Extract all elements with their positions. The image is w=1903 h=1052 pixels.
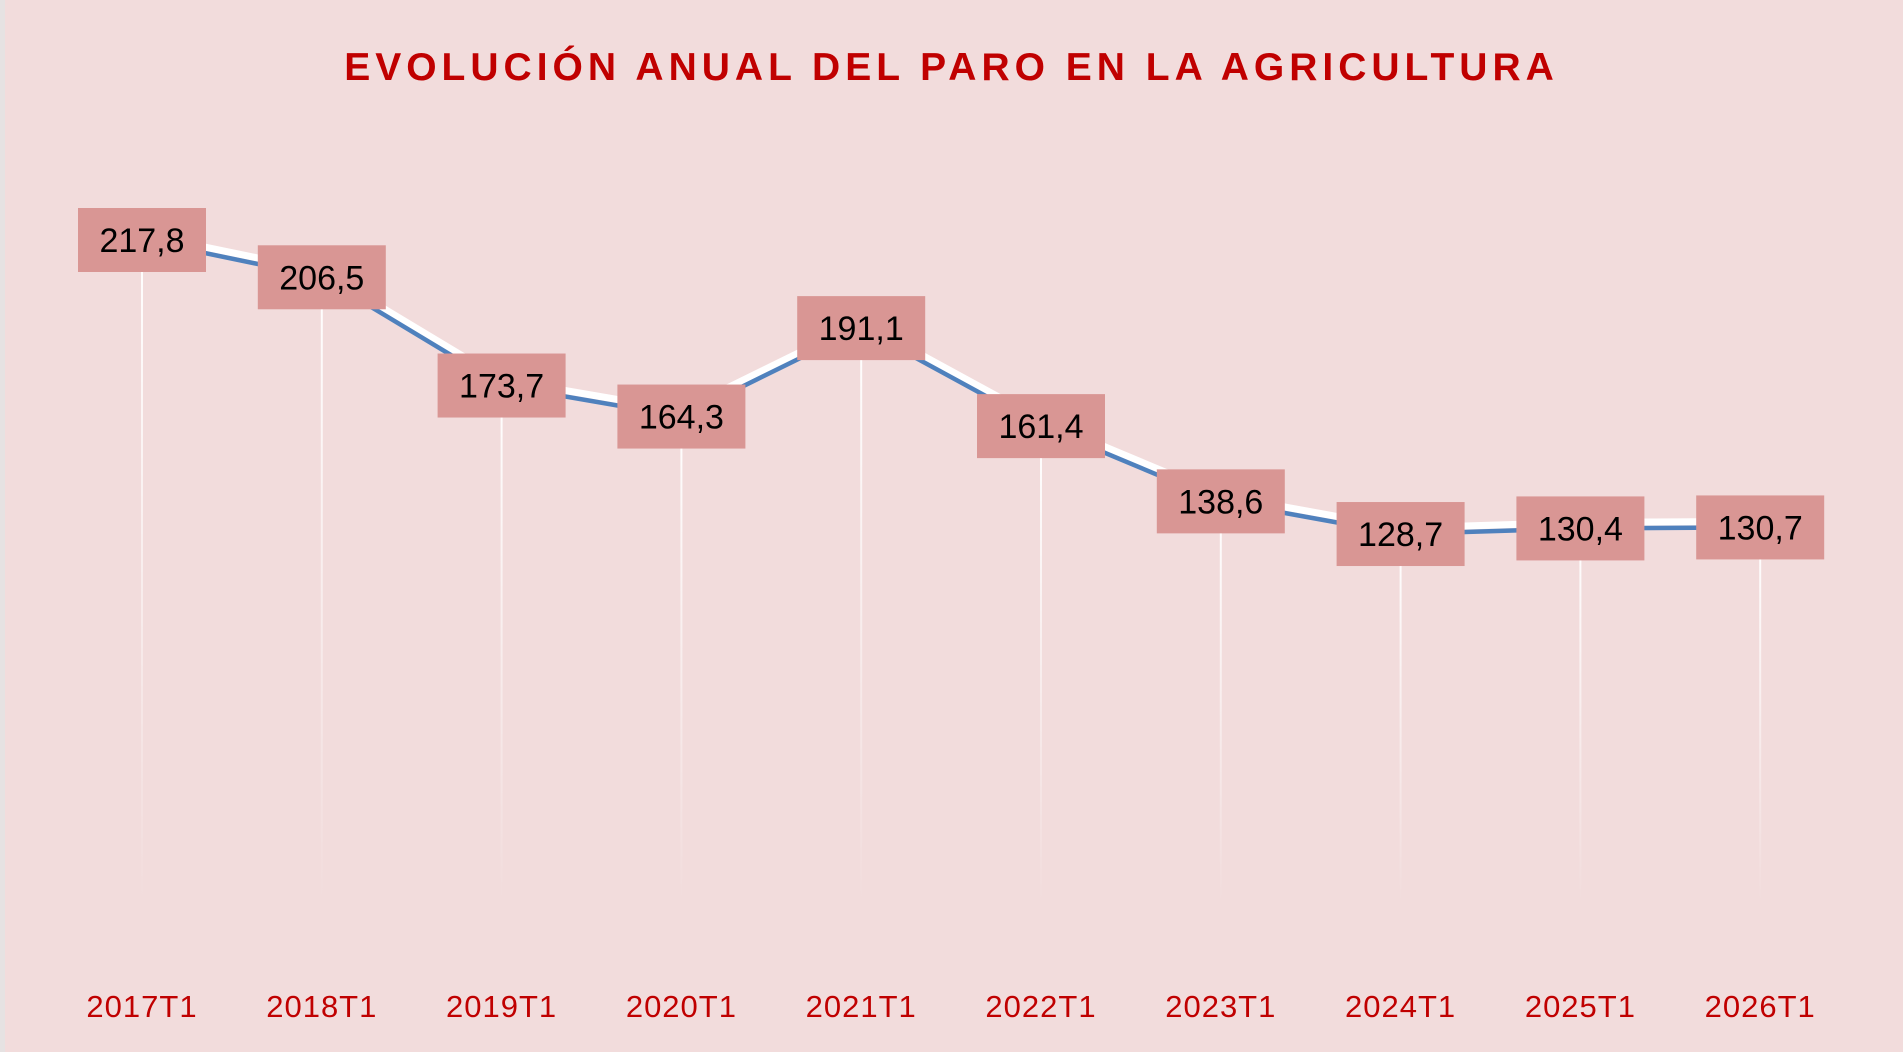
data-label-box bbox=[617, 384, 746, 449]
x-tick-label: 2019T1 bbox=[446, 989, 557, 1024]
series-line bbox=[141, 237, 1761, 537]
drop-line bbox=[1759, 527, 1762, 905]
x-tick-label: 2023T1 bbox=[1165, 989, 1276, 1024]
drop-line bbox=[141, 240, 143, 905]
data-label: 217,8 bbox=[99, 222, 184, 260]
data-label: 164,3 bbox=[639, 399, 724, 437]
data-label: 138,6 bbox=[1178, 483, 1263, 521]
data-label-box bbox=[257, 245, 386, 310]
data-label-box bbox=[437, 353, 566, 418]
x-tick-label: 2021T1 bbox=[806, 989, 917, 1024]
data-label: 130,4 bbox=[1538, 510, 1623, 548]
x-tick-label: 2026T1 bbox=[1705, 989, 1816, 1024]
data-label-box bbox=[1336, 502, 1465, 567]
data-label: 128,7 bbox=[1358, 516, 1443, 554]
drop-line bbox=[1040, 426, 1042, 905]
x-tick-label: 2020T1 bbox=[626, 989, 737, 1024]
drop-line bbox=[320, 277, 323, 905]
data-label: 173,7 bbox=[459, 368, 544, 406]
drop-line bbox=[1579, 528, 1582, 905]
data-label: 206,5 bbox=[279, 259, 364, 297]
x-tick-label: 2018T1 bbox=[266, 989, 377, 1024]
data-label: 191,1 bbox=[819, 310, 904, 348]
drop-line bbox=[1219, 501, 1222, 905]
data-label: 161,4 bbox=[998, 408, 1083, 446]
data-label: 130,7 bbox=[1718, 509, 1803, 547]
data-label-box bbox=[1516, 496, 1645, 561]
x-tick-label: 2022T1 bbox=[985, 989, 1096, 1024]
data-label-box bbox=[1696, 495, 1825, 560]
data-label-box bbox=[1156, 469, 1285, 534]
data-label-box bbox=[797, 296, 926, 361]
x-tick-label: 2017T1 bbox=[86, 989, 197, 1024]
x-tick-label: 2025T1 bbox=[1525, 989, 1636, 1024]
data-label-box bbox=[977, 394, 1105, 459]
data-label-box bbox=[78, 208, 206, 272]
drop-line bbox=[680, 416, 683, 905]
x-tick-label: 2024T1 bbox=[1345, 989, 1456, 1024]
drop-line bbox=[860, 328, 863, 905]
drop-line bbox=[1399, 534, 1402, 905]
drop-line bbox=[500, 385, 503, 905]
chart-title: EVOLUCIÓN ANUAL DEL PARO EN LA AGRICULTU… bbox=[344, 46, 1559, 89]
series-line-shadow bbox=[141, 230, 1761, 532]
